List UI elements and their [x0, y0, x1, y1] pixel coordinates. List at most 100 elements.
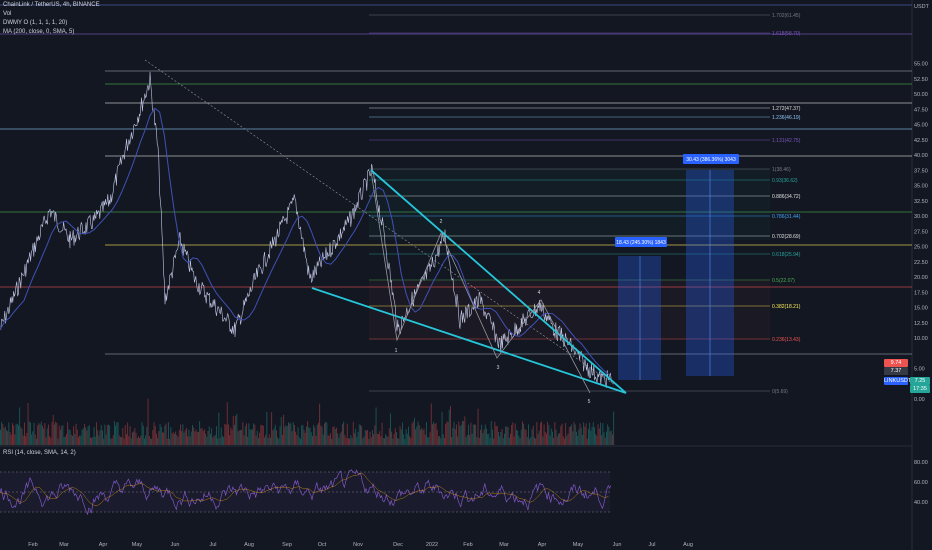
volume-bar: [554, 421, 556, 445]
volume-bar: [31, 434, 33, 445]
volume-bar: [264, 437, 265, 445]
volume-bar: [417, 421, 419, 445]
volume-bar: [132, 432, 133, 445]
volume-bar: [558, 433, 559, 445]
volume-bar: [141, 422, 143, 445]
volume-bar: [392, 438, 394, 445]
rsi-tick-label: 80.00: [914, 460, 928, 466]
fib-level-label: 1.702(61.45): [772, 13, 801, 19]
fib-level-label: 0.786(31.44): [772, 214, 801, 220]
volume-bar: [451, 437, 453, 445]
month-label: Apr: [99, 542, 108, 548]
volume-bar: [103, 438, 105, 445]
volume-bar: [176, 434, 178, 445]
volume-bar: [562, 436, 564, 445]
legend-dwmy[interactable]: DWMY O (1, 1, 1, 1, 20): [3, 20, 68, 26]
legend-ma[interactable]: MA (200, close, 0, SMA, 5): [3, 29, 75, 35]
volume-bar: [114, 421, 115, 445]
volume-bar: [502, 438, 504, 445]
volume-bar: [606, 431, 607, 445]
volume-bar: [514, 423, 516, 445]
volume-bar: [60, 429, 61, 445]
volume-bar: [13, 425, 15, 445]
volume-bar: [470, 422, 472, 445]
price-tick-label: 50.00: [914, 92, 928, 98]
legend-rsi[interactable]: RSI (14, close, SMA, 14, 2): [3, 450, 76, 456]
volume-bar: [260, 424, 262, 445]
volume-bar: [372, 429, 373, 445]
volume-bar: [266, 411, 268, 445]
volume-bar: [450, 406, 451, 445]
volume-bar: [421, 427, 423, 445]
volume-bar: [471, 433, 473, 445]
volume-bar: [120, 437, 121, 445]
volume-bar: [100, 425, 102, 445]
volume-bar: [207, 430, 209, 445]
volume-bar: [73, 426, 75, 445]
volume-bar: [338, 437, 340, 445]
volume-bar: [304, 432, 306, 445]
volume-bar: [248, 423, 250, 445]
volume-bar: [261, 425, 263, 445]
price-tick-label: 37.50: [914, 168, 928, 174]
fib-zone: [369, 169, 770, 240]
volume-bar: [94, 436, 96, 445]
volume-bar: [412, 421, 414, 445]
volume-bar: [236, 413, 238, 445]
volume-bar: [188, 429, 190, 445]
volume-bar: [516, 430, 517, 445]
volume-bar: [171, 433, 173, 445]
volume-bar: [334, 429, 336, 445]
fib-level-label: 1(38.46): [772, 167, 791, 173]
legend-symbol[interactable]: ChainLink / TetherUS, 4h, BINANCE: [3, 2, 100, 8]
volume-bar: [526, 436, 528, 445]
volume-bar: [135, 432, 137, 445]
volume-bar: [102, 430, 103, 445]
volume-bar: [363, 436, 365, 445]
volume-bar: [85, 427, 87, 445]
volume-bar: [484, 424, 486, 445]
volume-bar: [81, 429, 83, 445]
volume-bar: [37, 425, 39, 445]
volume-bar: [234, 424, 235, 445]
volume-bar: [600, 422, 601, 445]
volume-bar: [444, 437, 445, 445]
volume-bar: [447, 422, 449, 445]
volume-bar: [277, 437, 279, 445]
legend-vol[interactable]: Vol: [3, 11, 12, 17]
price-tick-label: 20.00: [914, 275, 928, 281]
volume-bar: [181, 431, 183, 445]
volume-bar: [608, 426, 610, 445]
volume-bar: [25, 436, 27, 445]
volume-bar: [350, 435, 352, 445]
volume-bar: [286, 426, 288, 445]
volume-bar: [210, 434, 211, 445]
volume-bar: [18, 425, 19, 445]
volume-bar: [379, 431, 381, 445]
volume-bar: [522, 421, 523, 445]
wedge-lower-line: [311, 287, 627, 394]
volume-bar: [410, 437, 412, 445]
wave-label: 5: [588, 399, 591, 405]
volume-bar: [56, 422, 58, 445]
volume-bar: [258, 438, 259, 445]
volume-bar: [130, 438, 132, 445]
volume-bar: [178, 429, 180, 445]
volume-bar: [262, 425, 264, 445]
volume-bar: [542, 436, 544, 445]
fib-level-label: 1.272(47.37): [772, 106, 801, 112]
volume-bar: [361, 426, 363, 445]
volume-bar: [604, 437, 606, 445]
rsi-line: [0, 469, 612, 516]
volume-bar: [51, 422, 53, 445]
volume-bar: [518, 435, 520, 445]
month-label: Feb: [28, 542, 37, 548]
volume-bar: [525, 430, 527, 445]
volume-bar: [127, 422, 129, 445]
volume-bar: [594, 427, 595, 445]
volume-bar: [109, 425, 111, 445]
volume-bar: [32, 431, 34, 445]
volume-bar: [205, 433, 207, 445]
